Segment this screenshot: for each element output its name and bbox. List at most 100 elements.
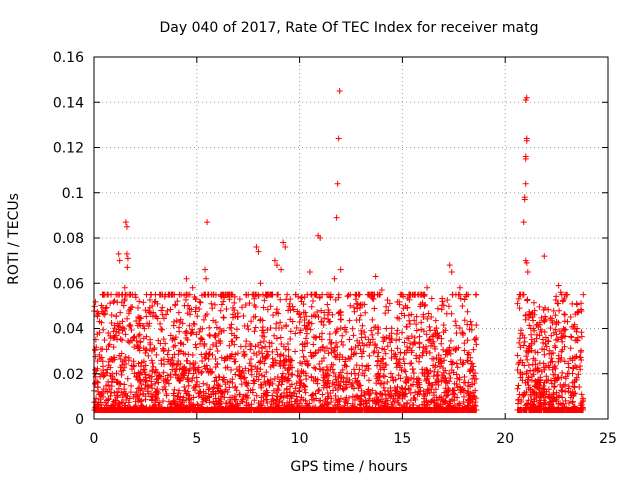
data-point — [201, 291, 208, 298]
data-point — [434, 368, 441, 375]
data-point — [320, 343, 327, 350]
data-point — [410, 375, 417, 382]
data-point — [536, 303, 543, 310]
data-point — [170, 343, 177, 350]
data-point — [280, 352, 287, 359]
data-point — [470, 346, 477, 353]
data-point — [401, 360, 408, 367]
data-point — [240, 312, 247, 319]
data-point — [413, 352, 420, 359]
data-point — [387, 339, 394, 346]
data-point — [162, 386, 169, 393]
data-point — [192, 341, 199, 348]
data-point — [366, 352, 373, 359]
data-point — [311, 364, 318, 371]
data-point — [408, 360, 415, 367]
data-point — [210, 317, 217, 324]
data-point — [541, 318, 548, 325]
data-point — [532, 349, 539, 356]
data-point — [236, 296, 243, 303]
data-point — [454, 364, 461, 371]
data-point — [418, 326, 425, 333]
data-point — [257, 339, 264, 346]
data-point — [310, 341, 317, 348]
data-point — [182, 330, 189, 337]
data-point — [409, 366, 416, 373]
data-point — [574, 301, 581, 308]
data-point — [101, 337, 108, 344]
data-point — [175, 309, 182, 316]
data-point — [119, 337, 126, 344]
data-point — [350, 304, 357, 311]
data-point — [136, 314, 143, 321]
data-point — [261, 360, 268, 367]
data-point — [148, 357, 155, 364]
data-point — [561, 333, 568, 340]
data-point — [105, 291, 112, 298]
data-point — [408, 333, 415, 340]
data-point — [228, 324, 235, 331]
data-point — [396, 336, 403, 343]
data-point — [455, 401, 462, 408]
data-point — [292, 348, 299, 355]
data-point — [248, 318, 255, 325]
data-point — [172, 342, 179, 349]
data-point — [384, 378, 391, 385]
data-point — [426, 323, 433, 330]
data-point — [459, 303, 466, 310]
data-point — [212, 319, 219, 326]
data-point — [285, 377, 292, 384]
data-point — [416, 333, 423, 340]
data-point — [393, 337, 400, 344]
data-point — [158, 307, 165, 314]
data-point — [312, 334, 319, 341]
data-point — [252, 324, 259, 331]
data-point — [121, 386, 128, 393]
data-point — [159, 311, 166, 318]
data-point — [91, 303, 98, 310]
data-point — [547, 325, 554, 332]
data-point — [127, 321, 134, 328]
data-point — [303, 313, 310, 320]
data-point — [447, 337, 454, 344]
data-point — [460, 330, 467, 337]
data-point — [400, 355, 407, 362]
data-point — [159, 326, 166, 333]
data-point — [94, 313, 101, 320]
data-point — [569, 370, 576, 377]
data-point — [251, 328, 258, 335]
data-point — [376, 362, 383, 369]
data-point — [428, 314, 435, 321]
data-point — [217, 307, 224, 314]
data-point — [320, 322, 327, 329]
data-point — [359, 322, 366, 329]
data-point — [365, 362, 372, 369]
data-point — [451, 380, 458, 387]
data-point — [301, 316, 308, 323]
data-point — [340, 341, 347, 348]
data-point — [353, 362, 360, 369]
data-point — [567, 333, 574, 340]
data-point — [92, 298, 99, 305]
data-point — [339, 332, 346, 339]
data-point — [277, 296, 284, 303]
data-point — [273, 325, 280, 332]
data-point — [206, 394, 213, 401]
data-point — [160, 348, 167, 355]
data-point — [252, 343, 259, 350]
data-point — [430, 373, 437, 380]
data-point — [149, 360, 156, 367]
data-point — [445, 303, 452, 310]
data-point — [343, 384, 350, 391]
data-point — [561, 311, 568, 318]
data-point — [524, 356, 531, 363]
data-point — [194, 313, 201, 320]
data-point — [357, 312, 364, 319]
data-point — [100, 326, 107, 333]
data-point — [526, 322, 533, 329]
data-point — [200, 316, 207, 323]
data-point — [220, 314, 227, 321]
data-point — [167, 306, 174, 313]
data-point — [179, 397, 186, 404]
data-point — [346, 317, 353, 324]
